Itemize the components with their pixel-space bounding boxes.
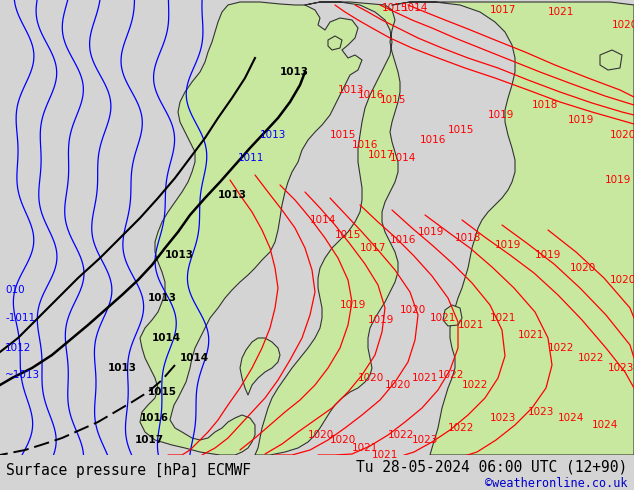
Text: 1020: 1020	[612, 20, 634, 30]
Text: 1016: 1016	[420, 135, 446, 145]
Text: 1022: 1022	[388, 430, 415, 440]
Text: 1021: 1021	[412, 373, 438, 383]
Text: 1017: 1017	[135, 435, 164, 445]
Text: 1015: 1015	[335, 230, 361, 240]
Text: 1015: 1015	[448, 125, 474, 135]
Text: 1019: 1019	[568, 115, 595, 125]
Text: 1017: 1017	[490, 5, 516, 15]
Text: 1020: 1020	[358, 373, 384, 383]
Text: 1017: 1017	[368, 150, 394, 160]
Text: 1014: 1014	[180, 353, 209, 363]
Text: 1020: 1020	[385, 380, 411, 390]
Text: 1020: 1020	[308, 430, 334, 440]
Text: 1020: 1020	[610, 130, 634, 140]
Text: 1021: 1021	[458, 320, 484, 330]
Text: 1021: 1021	[548, 7, 574, 17]
Text: 1018: 1018	[532, 100, 559, 110]
Text: 1019: 1019	[418, 227, 444, 237]
Text: 1014: 1014	[390, 153, 417, 163]
Text: 1014: 1014	[152, 333, 181, 343]
Text: 1015: 1015	[330, 130, 356, 140]
Text: Surface pressure [hPa] ECMWF: Surface pressure [hPa] ECMWF	[6, 463, 251, 478]
Text: 1022: 1022	[462, 380, 488, 390]
Text: 1022: 1022	[548, 343, 574, 353]
Text: 1015: 1015	[148, 387, 177, 397]
Text: 1022: 1022	[438, 370, 464, 380]
Text: 1013: 1013	[260, 130, 287, 140]
Text: -1011: -1011	[5, 313, 35, 323]
Text: 1021: 1021	[518, 330, 545, 340]
Text: 1019: 1019	[340, 300, 366, 310]
Text: 1012: 1012	[5, 343, 31, 353]
Text: ©weatheronline.co.uk: ©weatheronline.co.uk	[485, 477, 628, 490]
Text: 1022: 1022	[448, 423, 474, 433]
Text: 1013: 1013	[148, 293, 177, 303]
Text: 1019: 1019	[368, 315, 394, 325]
Text: 1013: 1013	[108, 363, 137, 373]
Text: 1023: 1023	[490, 413, 516, 423]
Text: 1021: 1021	[430, 313, 456, 323]
Text: 1019: 1019	[488, 110, 514, 120]
Text: 1011: 1011	[238, 153, 264, 163]
Text: 1013: 1013	[338, 85, 365, 95]
Text: 1022: 1022	[578, 353, 604, 363]
Text: 1015: 1015	[380, 95, 406, 105]
Text: 1020: 1020	[610, 275, 634, 285]
Text: 1021: 1021	[352, 443, 378, 453]
Text: 1016: 1016	[352, 140, 378, 150]
Text: 1017: 1017	[360, 243, 386, 253]
Text: 1020: 1020	[570, 263, 596, 273]
Text: 1014: 1014	[402, 3, 429, 13]
Text: 1013: 1013	[165, 250, 194, 260]
Text: 1023: 1023	[528, 407, 554, 417]
Text: 1019: 1019	[605, 175, 631, 185]
Text: 1024: 1024	[592, 420, 618, 430]
Text: 1020: 1020	[330, 435, 356, 445]
Text: 1023: 1023	[412, 435, 438, 445]
Text: 1016: 1016	[140, 413, 169, 423]
Text: Tu 28-05-2024 06:00 UTC (12+90): Tu 28-05-2024 06:00 UTC (12+90)	[356, 460, 628, 475]
Text: 1014: 1014	[310, 215, 337, 225]
Text: 1023: 1023	[608, 363, 634, 373]
Text: 1019: 1019	[535, 250, 561, 260]
Text: 1024: 1024	[558, 413, 585, 423]
Text: 1013: 1013	[280, 67, 309, 77]
Text: 1015: 1015	[382, 3, 408, 13]
Text: 010: 010	[5, 285, 25, 295]
Text: 1016: 1016	[358, 90, 384, 100]
Text: 1021: 1021	[372, 450, 398, 460]
Text: 1018: 1018	[455, 233, 481, 243]
Text: 1016: 1016	[390, 235, 417, 245]
Text: 1020: 1020	[400, 305, 426, 315]
Text: ~1013: ~1013	[5, 370, 40, 380]
Text: 1019: 1019	[495, 240, 521, 250]
Text: 1021: 1021	[490, 313, 516, 323]
Text: 1013: 1013	[218, 190, 247, 200]
